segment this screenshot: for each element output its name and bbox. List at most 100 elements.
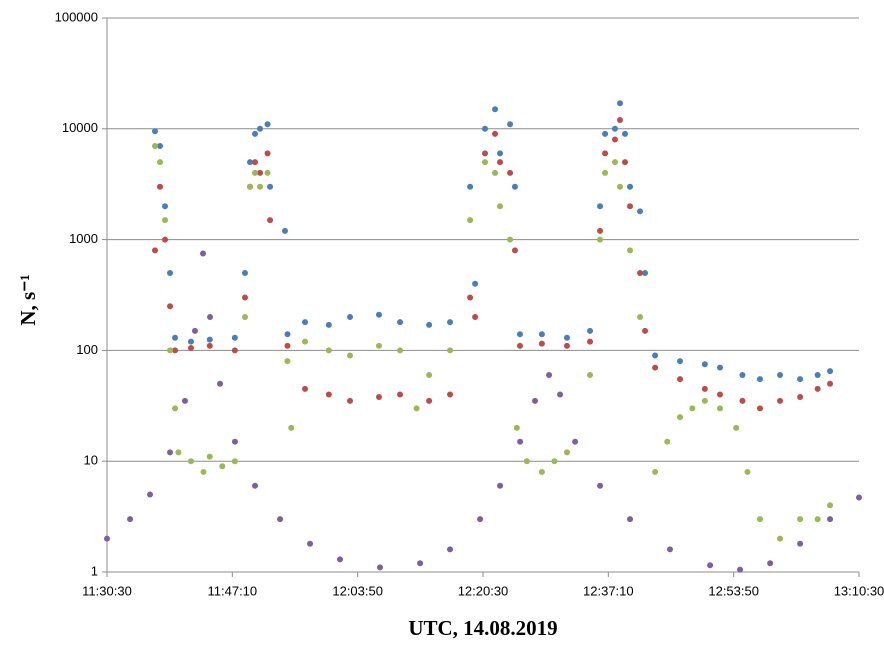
y-tick-label: 10000 xyxy=(62,120,98,135)
point xyxy=(284,358,291,365)
point xyxy=(739,397,746,404)
point xyxy=(175,449,182,456)
point xyxy=(397,319,404,326)
point xyxy=(689,405,696,412)
point xyxy=(587,327,594,334)
point xyxy=(397,391,404,398)
point xyxy=(627,247,634,254)
point xyxy=(563,334,570,341)
point xyxy=(523,458,530,465)
y-tick-label: 100 xyxy=(76,342,98,357)
point xyxy=(652,364,659,371)
point xyxy=(467,217,474,224)
point xyxy=(252,130,259,137)
x-tick-label: 12:20:30 xyxy=(458,583,509,598)
point xyxy=(511,183,518,190)
point xyxy=(511,247,518,254)
point xyxy=(426,321,433,328)
point xyxy=(219,463,226,470)
point xyxy=(572,438,579,445)
point xyxy=(172,405,179,412)
point xyxy=(517,438,524,445)
point xyxy=(302,338,309,345)
point xyxy=(347,397,354,404)
point xyxy=(200,468,207,475)
point xyxy=(701,397,708,404)
point xyxy=(563,342,570,349)
point xyxy=(152,142,159,149)
point xyxy=(627,183,634,190)
point xyxy=(264,121,271,128)
point xyxy=(701,385,708,392)
point xyxy=(207,314,214,321)
point xyxy=(622,130,629,137)
y-tick-label: 1000 xyxy=(69,231,98,246)
point xyxy=(247,159,254,166)
point xyxy=(447,546,454,553)
point xyxy=(563,449,570,456)
point xyxy=(627,516,634,523)
point xyxy=(281,227,288,234)
point xyxy=(717,364,724,371)
point xyxy=(162,217,169,224)
point xyxy=(587,338,594,345)
point xyxy=(206,453,213,460)
point xyxy=(167,347,174,354)
point xyxy=(257,125,264,132)
point xyxy=(797,376,804,383)
x-axis-title: UTC, 14.08.2019 xyxy=(408,616,557,640)
x-tick-label: 11:30:30 xyxy=(82,583,132,598)
point xyxy=(187,458,194,465)
point xyxy=(856,494,862,501)
point xyxy=(264,150,271,157)
point xyxy=(597,236,604,243)
point xyxy=(507,236,514,243)
x-tick-label: 13:10:30 xyxy=(834,583,884,598)
point xyxy=(325,391,332,398)
point xyxy=(507,121,514,128)
point xyxy=(642,269,649,276)
point xyxy=(191,327,198,334)
point xyxy=(467,294,474,301)
point xyxy=(252,169,259,176)
point xyxy=(472,314,479,321)
point xyxy=(336,556,343,563)
point xyxy=(152,128,159,135)
point xyxy=(162,203,169,210)
point xyxy=(413,405,420,412)
point xyxy=(827,516,834,523)
point xyxy=(602,150,609,157)
point xyxy=(497,203,504,210)
point xyxy=(447,319,454,326)
point xyxy=(231,347,238,354)
point xyxy=(146,491,153,498)
point xyxy=(482,125,489,132)
point xyxy=(376,564,383,571)
point xyxy=(602,130,609,137)
point xyxy=(157,142,164,149)
point xyxy=(611,159,618,166)
point xyxy=(467,183,474,190)
point xyxy=(447,391,454,398)
point xyxy=(756,376,763,383)
point xyxy=(637,314,644,321)
point xyxy=(241,314,248,321)
point xyxy=(597,227,604,234)
point xyxy=(827,380,834,387)
point xyxy=(664,438,671,445)
point xyxy=(622,159,629,166)
point xyxy=(127,516,134,523)
point xyxy=(307,540,314,547)
point xyxy=(277,516,284,523)
point xyxy=(162,236,169,243)
point xyxy=(516,331,523,338)
point xyxy=(637,269,644,276)
point xyxy=(602,169,609,176)
point xyxy=(497,482,504,489)
point xyxy=(516,342,523,349)
point xyxy=(652,468,659,475)
point xyxy=(447,347,454,354)
point xyxy=(482,150,489,157)
